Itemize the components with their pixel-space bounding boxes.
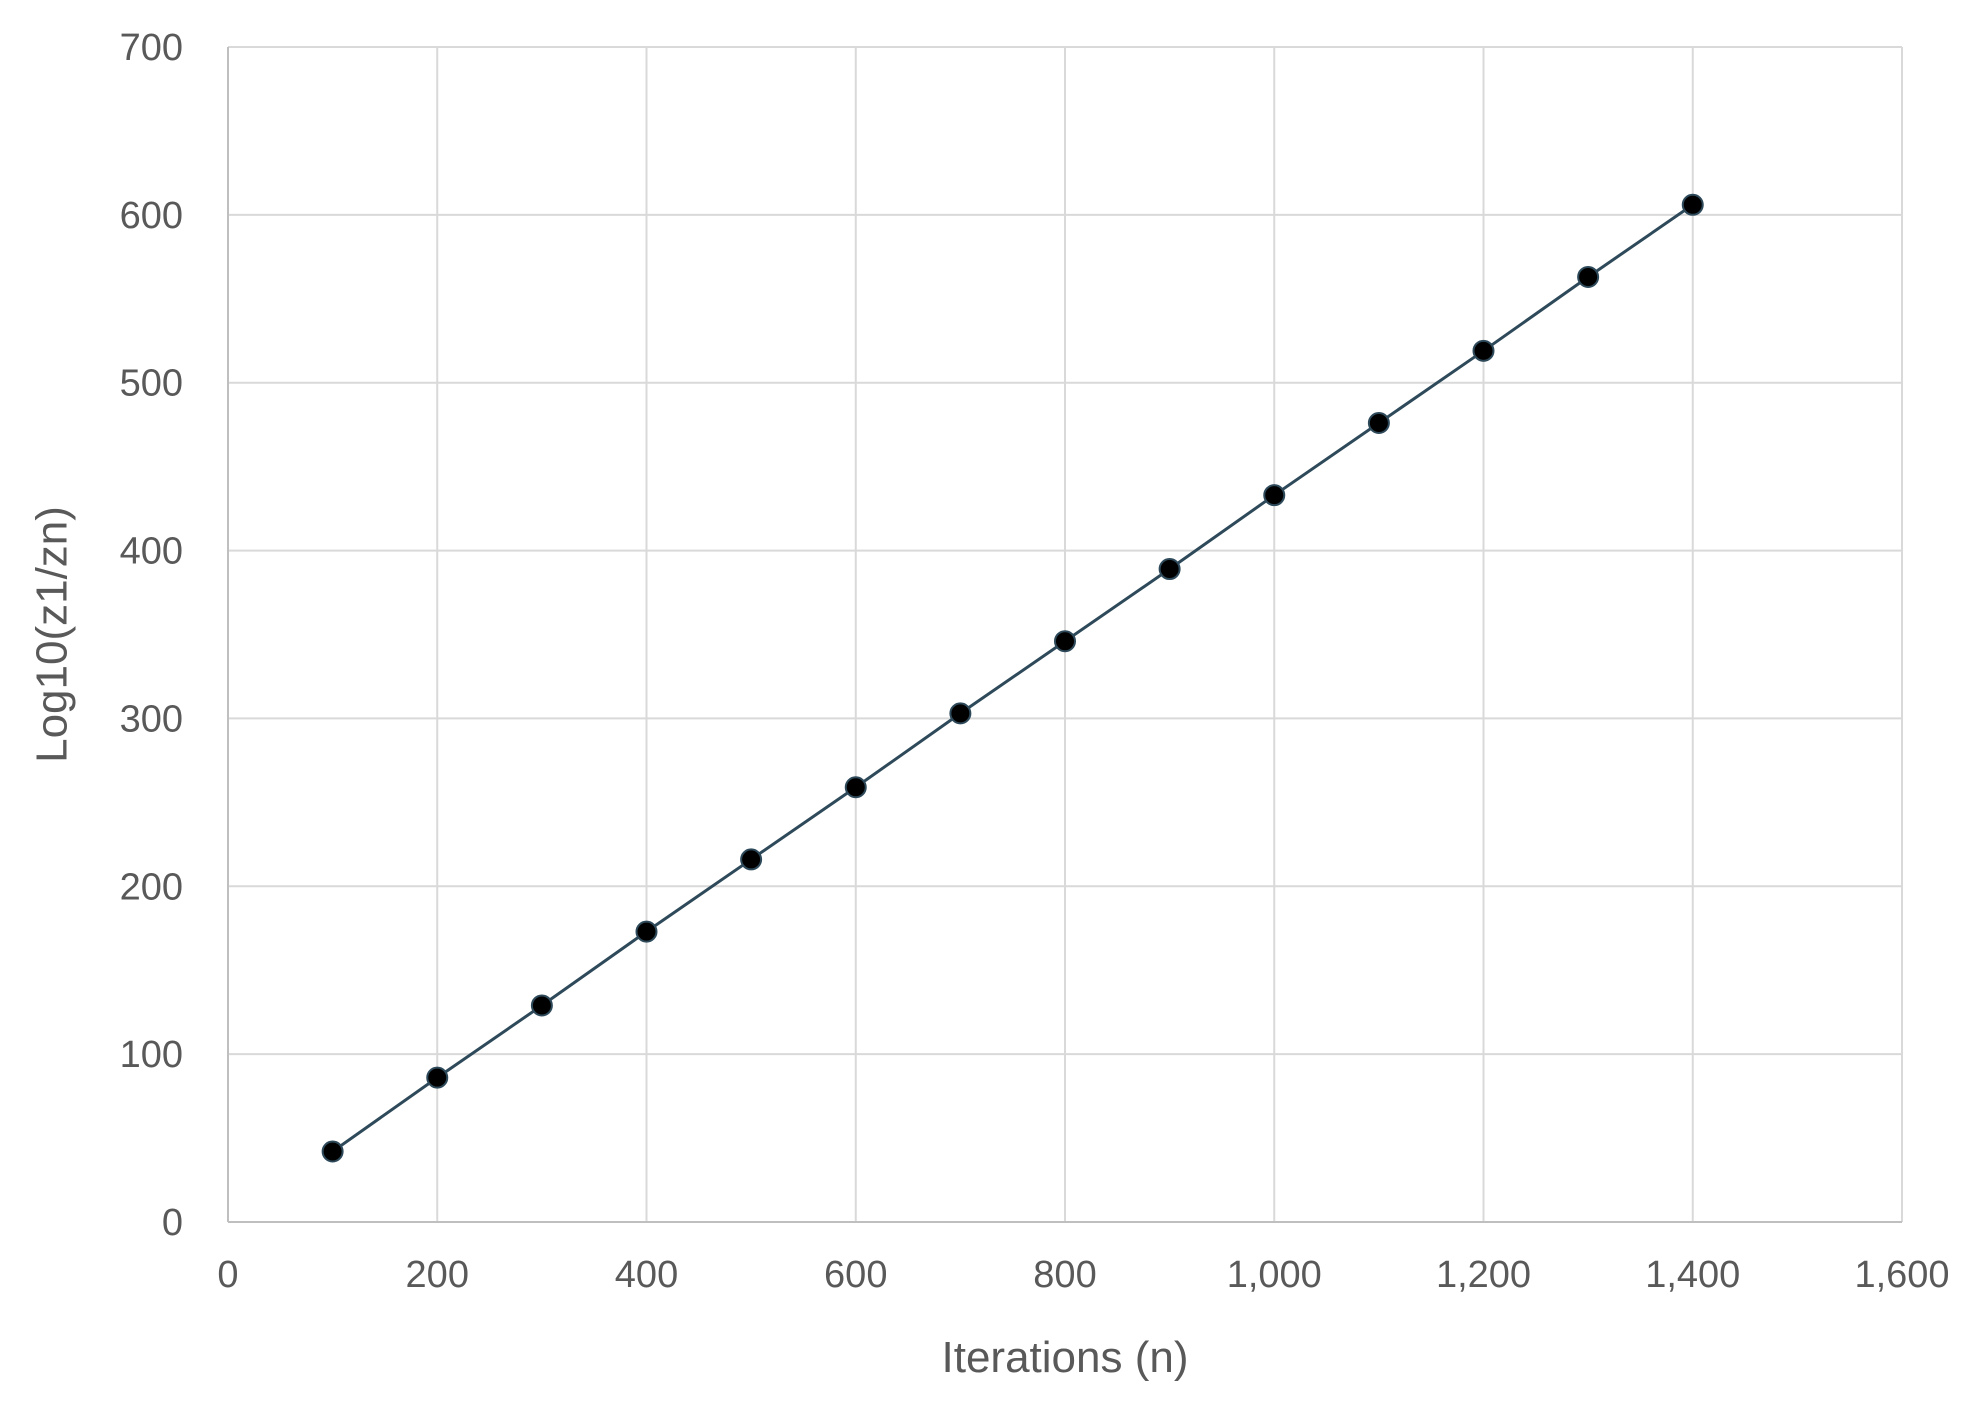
axes [227,47,1902,1223]
x-tick-label: 1,400 [1645,1254,1740,1296]
data-point [844,776,867,799]
y-axis-title: Log10(z1/zn) [28,506,77,763]
x-tick-label: 400 [615,1254,678,1296]
data-point [949,702,972,725]
y-tick-label: 500 [120,363,183,405]
x-axis-tick-labels: 0 200 400 600 800 1,000 1,200 1,400 1,600 [217,1254,1949,1296]
y-tick-label: 300 [120,698,183,740]
series-line [331,203,1694,1153]
data-point [1577,265,1600,288]
data-point [1263,484,1286,507]
x-tick-label: 1,600 [1854,1254,1949,1296]
data-point [1054,630,1076,653]
gridlines [228,46,1903,1222]
x-axis-title: Iterations (n) [942,1333,1189,1382]
data-point [530,994,553,1017]
x-tick-label: 600 [824,1254,887,1296]
y-tick-label: 100 [120,1034,183,1076]
y-tick-label: 700 [120,27,183,69]
data-point [1367,412,1390,434]
y-tick-label: 400 [120,531,183,573]
x-tick-label: 1,000 [1227,1254,1322,1296]
data-point [426,1066,449,1089]
x-tick-label: 200 [406,1254,469,1296]
x-tick-label: 0 [217,1254,238,1296]
data-point [740,848,763,871]
y-tick-label: 600 [120,195,183,237]
data-point [1158,558,1181,581]
series [321,193,1704,1163]
x-tick-label: 800 [1033,1254,1096,1296]
data-point [635,920,658,943]
x-tick-label: 1,200 [1436,1254,1531,1296]
y-axis-tick-labels: 0 100 200 300 400 500 600 700 [120,27,183,1244]
y-tick-label: 200 [120,866,183,908]
data-point [321,1140,344,1163]
y-tick-label: 0 [162,1202,183,1244]
data-point [1472,339,1495,362]
data-point [1681,193,1704,216]
